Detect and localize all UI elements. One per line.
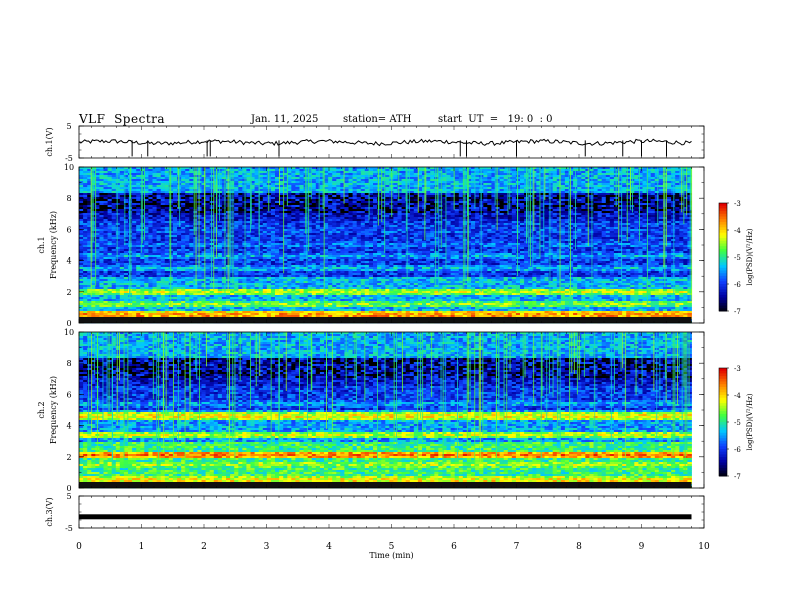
ch2-spectrogram-ytick-label: 4 [66,422,71,431]
ch2-spectrogram-lowband [79,482,692,488]
ch2-spectrogram-colorbar-tick: -5 [734,419,741,427]
ch1-spectrogram-colorbar-tick: -7 [734,308,741,316]
ch1-spectrogram-colorbar-tick: -6 [734,281,741,289]
ch2-spectrogram-colorbar-tick: -4 [734,392,741,400]
x-tick-label: 3 [264,542,270,552]
ch1-spectrogram-colorbar [718,202,729,312]
x-axis-label: Time (min) [369,551,413,560]
ch1-spectrogram-ytick-label: 8 [66,194,71,203]
ch2-spectrogram-ytick-label: 0 [66,484,71,493]
ch1-spectrogram-ytick-label: 6 [66,225,71,234]
ch2-spectrogram-colorbar-tick: -3 [734,365,741,373]
ch1-spectrogram-ytick-label: 4 [66,257,71,266]
x-tick-label: 2 [201,542,207,552]
ch2-spectrogram-ylabel: Frequency (kHz) [49,376,58,444]
ch1-spectrogram-ylabel: ch.1 [37,236,46,253]
ch1-spectrogram-colorbar-tick: -3 [734,200,741,208]
x-tick-label: 5 [389,542,395,552]
ch1-spectrogram-ytick-label: 2 [66,288,71,297]
ch1-spectrogram-image [79,167,693,324]
ch2-spectrogram-ytick-label: 6 [66,390,71,399]
ch2-spectrogram-ytick-label: 2 [66,453,71,462]
ch1-waveform-trace [78,138,692,147]
ch1-spectrogram-colorbar-tick: -5 [734,254,741,262]
ch1-spectrogram-colorbar-tick: -4 [734,227,741,235]
ch3-waveform-ylabel: ch.3(V) [45,497,54,526]
ch1-spectrogram-colorbar-label: log(PSD)(V²/Hz) [746,228,754,285]
ch1-spectrogram-ytick-label: 0 [66,319,71,328]
start-time-label: start UT = 19: 0 : 0 [438,114,553,125]
date-label: Jan. 11, 2025 [251,114,318,125]
ch2-spectrogram-ytick-label: 10 [64,328,74,337]
chart-title: VLF Spectra [79,112,165,126]
ch1-waveform-ylabel: ch.1(V) [45,127,54,156]
x-tick-label: 8 [576,542,582,552]
ch1-spectrogram-ytick-label: 10 [64,163,74,172]
ch2-spectrogram-image [79,332,692,489]
ch2-spectrogram-colorbar-tick: -7 [734,473,741,481]
ch3-waveform-frame [78,495,705,529]
x-tick-label: 0 [76,542,82,552]
ch1-spectrogram-ylabel: Frequency (kHz) [49,211,58,279]
ch1-waveform-ytick-label: -5 [65,154,73,163]
x-tick-label: 1 [139,542,145,552]
ch1-waveform-ytick-label: 5 [66,122,71,131]
station-label: station= ATH [343,114,411,125]
ch2-spectrogram-ytick-label: 8 [66,359,71,368]
ch1-spectrogram-lowband [79,317,692,323]
ch3-waveform-ytick-label: 5 [66,492,71,501]
ch2-spectrogram-colorbar-tick: -6 [734,446,741,454]
ch2-spectrogram-colorbar [718,367,729,477]
x-tick-label: 6 [451,542,457,552]
x-tick-label: 9 [639,542,645,552]
ch2-spectrogram-ylabel: ch.2 [37,401,46,418]
ch2-spectrogram-colorbar-label: log(PSD)(V²/Hz) [746,393,754,450]
ch3-waveform-ytick-label: -5 [65,524,73,533]
x-tick-label: 10 [698,542,710,552]
ch1-waveform-frame [78,125,705,159]
x-tick-label: 7 [514,542,520,552]
ch3-waveform-trace [79,514,692,520]
x-tick-label: 4 [326,542,332,552]
